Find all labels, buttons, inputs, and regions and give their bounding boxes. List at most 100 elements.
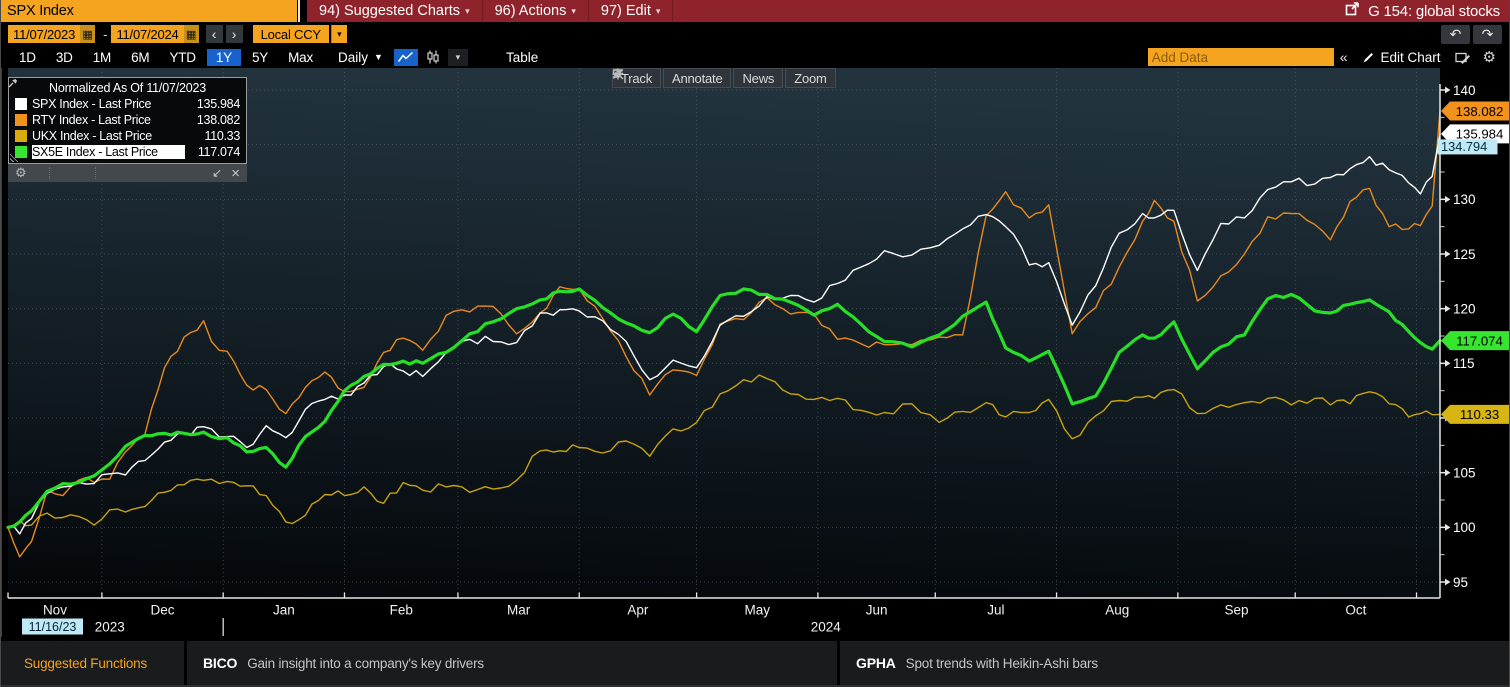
security-command-field[interactable]: SPX Index — [0, 0, 297, 22]
svg-text:Mar: Mar — [507, 603, 531, 618]
range-prev-button[interactable]: ‹ — [205, 25, 223, 43]
add-data-input[interactable] — [1147, 48, 1334, 66]
window-bottom-border — [0, 685, 1510, 687]
svg-text:95: 95 — [1453, 575, 1468, 590]
calendar-icon[interactable]: ▦ — [80, 25, 96, 43]
svg-text:110.33: 110.33 — [1460, 407, 1499, 422]
series-line-ukx — [7, 374, 1441, 528]
legend-value: 138.082 — [196, 113, 240, 127]
axes — [0, 68, 1441, 637]
period-max[interactable]: Max — [288, 49, 313, 65]
svg-text:115: 115 — [1453, 356, 1475, 371]
svg-text:117.074: 117.074 — [1456, 333, 1503, 348]
period-3d[interactable]: 3D — [55, 49, 73, 65]
legend-value: 135.984 — [196, 97, 240, 111]
svg-text:134.794: 134.794 — [1441, 139, 1487, 154]
calendar-icon[interactable]: ▦ — [183, 25, 199, 43]
frequency-select[interactable]: Daily ▼ — [338, 49, 383, 65]
suggested-function-item[interactable]: GPHA Spot trends with Heikin-Ashi bars — [840, 641, 1510, 685]
axis-flat-badge — [1437, 139, 1498, 155]
candlestick-icon — [427, 50, 439, 64]
title-bar: SPX Index 94) Suggested Charts ▾ 96) Actio… — [0, 0, 1510, 22]
restore-icon[interactable]: ↙ — [212, 166, 223, 180]
svg-text:130: 130 — [1453, 192, 1476, 207]
svg-text:140: 140 — [1453, 83, 1476, 98]
svg-text:May: May — [744, 603, 770, 618]
svg-text:125: 125 — [1453, 247, 1476, 262]
date-from-field[interactable]: 11/07/2023 — [8, 25, 81, 43]
series-line-sx5e — [6, 287, 1442, 529]
open-in-window-icon[interactable] — [1345, 1, 1360, 21]
legend-item-ukx[interactable]: UKX Index - Last Price 110.33 — [15, 128, 240, 144]
currency-select[interactable]: Local CCY — [252, 25, 329, 43]
period-1m[interactable]: 1M — [92, 49, 112, 65]
period-1y[interactable]: 1Y — [206, 48, 241, 66]
legend-swatch — [15, 130, 27, 142]
text-cursor — [298, 0, 300, 22]
legend-label: UKX Index - Last Price — [32, 129, 152, 143]
legend-item-sx5e[interactable]: SX5E Index - Last Price 117.074 — [15, 144, 240, 160]
year-label: 2024 — [811, 620, 842, 635]
svg-text:Nov: Nov — [43, 603, 67, 618]
chart-options-gear-button[interactable]: ⚙ — [1477, 48, 1502, 67]
redo-button[interactable]: ↷ — [1473, 24, 1502, 44]
suggested-function-item[interactable]: BICO Gain insight into a company's key d… — [187, 641, 837, 685]
chevron-down-icon: ▾ — [455, 51, 461, 62]
legend-item-rty[interactable]: RTY Index - Last Price 138.082 — [15, 112, 240, 128]
svg-text:Aug: Aug — [1105, 603, 1129, 618]
svg-text:Apr: Apr — [627, 603, 649, 618]
chart-edit-icon — [1454, 52, 1470, 64]
series-line-spx — [7, 133, 1441, 535]
annotate-button[interactable]: Annotate — [613, 68, 732, 88]
menu-item--suggested-charts[interactable]: 94) Suggested Charts ▾ — [307, 0, 483, 22]
svg-text:Jun: Jun — [866, 603, 888, 618]
svg-text:Feb: Feb — [390, 603, 413, 618]
table-button[interactable]: Table — [505, 49, 539, 65]
period-5y[interactable]: 5Y — [251, 49, 269, 65]
undo-button[interactable]: ↶ — [1441, 24, 1470, 44]
range-next-button[interactable]: › — [225, 25, 243, 43]
currency-dropdown-icon[interactable]: ▾ — [330, 25, 347, 43]
menu-item--edit[interactable]: 97) Edit ▾ — [589, 0, 674, 22]
period-1d[interactable]: 1D — [19, 49, 36, 65]
legend-footer: ⚙ ↙ × — [8, 79, 247, 182]
legend-label: SPX Index - Last Price — [32, 97, 152, 111]
legend-gear-icon[interactable]: ⚙ — [15, 165, 27, 180]
chart-settings-button[interactable] — [1449, 48, 1477, 67]
period-6m[interactable]: 6M — [131, 49, 150, 65]
legend-swatch — [15, 98, 27, 110]
menu-item--actions[interactable]: 96) Actions ▾ — [483, 0, 589, 22]
menu-bar: 94) Suggested Charts ▾ 96) Actions ▾ 97) Edi… — [307, 0, 1510, 22]
chart-tools: Track Annotate News Zoom — [612, 68, 836, 88]
suggested-functions-label[interactable]: Suggested Functions — [24, 655, 148, 671]
news-button[interactable]: News — [613, 68, 784, 88]
axis-price-badge — [1441, 124, 1509, 144]
legend-label: SX5E Index - Last Price — [32, 145, 185, 159]
year-label: 2023 — [95, 620, 125, 635]
legend-value: 117.074 — [197, 145, 240, 159]
close-icon[interactable]: × — [231, 164, 240, 182]
redo-icon: ↷ — [1481, 25, 1494, 42]
svg-text:100: 100 — [1453, 520, 1476, 535]
svg-text:Sep: Sep — [1225, 603, 1249, 618]
gear-icon: ⚙ — [1482, 49, 1496, 66]
chart-shortcut-label: G 154: global stocks — [1368, 2, 1500, 20]
legend-item-spx[interactable]: SPX Index - Last Price 135.984 — [15, 96, 240, 112]
legend-swatch — [15, 114, 27, 126]
undo-icon: ↶ — [1449, 25, 1462, 42]
zoom-button[interactable]: Zoom — [612, 68, 836, 88]
svg-text:105: 105 — [1453, 465, 1476, 480]
date-to-field[interactable]: 11/07/2024 — [111, 25, 184, 43]
pencil-icon — [1363, 52, 1373, 62]
period-ytd[interactable]: YTD — [169, 49, 196, 65]
candlestick-chart-type-button[interactable] — [421, 49, 445, 66]
svg-text:Oct: Oct — [1345, 603, 1366, 618]
svg-text:120: 120 — [1453, 301, 1476, 316]
legend-resize-handle[interactable] — [10, 152, 20, 162]
collapse-panel-button[interactable]: « — [1339, 49, 1348, 65]
chart-type-dropdown[interactable]: ▾ — [447, 48, 468, 66]
magnifier-icon — [612, 68, 624, 80]
line-chart-type-button[interactable] — [393, 48, 418, 66]
edit-chart-button[interactable]: Edit Chart — [1354, 50, 1449, 65]
